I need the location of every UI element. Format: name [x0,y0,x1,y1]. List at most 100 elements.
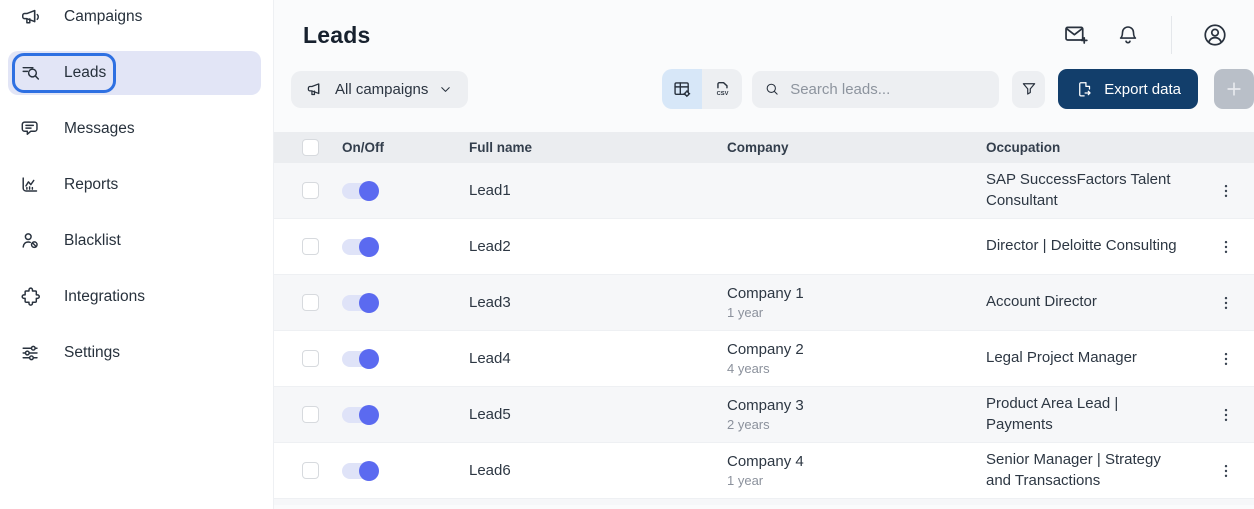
kebab-menu-icon [1224,184,1228,197]
table-view-button[interactable] [662,69,703,109]
search-icon [766,83,778,95]
lead-name: Lead2 [469,238,511,255]
sidebar-item-label: Messages [64,120,135,137]
table-body: Lead1 SAP SuccessFactors Talent Consulta… [274,163,1254,499]
sidebar-item-label: Integrations [64,288,145,305]
row-checkbox[interactable] [302,462,319,479]
sidebar-item-reports[interactable]: Reports [8,163,261,207]
mail-plus-icon[interactable] [1063,22,1089,48]
sidebar-item-label: Blacklist [64,232,121,249]
search-input[interactable] [790,80,988,98]
export-data-button[interactable]: Export data [1058,69,1198,109]
puzzle-icon [20,286,42,308]
lead-occupation: SAP SuccessFactors Talent Consultant [986,171,1171,209]
csv-view-button[interactable]: CSV [702,69,743,109]
toggle-knob [359,292,379,313]
row-menu-button[interactable] [1198,406,1254,424]
table-row[interactable]: Lead1 SAP SuccessFactors Talent Consulta… [274,163,1254,219]
row-checkbox[interactable] [302,182,319,199]
row-menu-button[interactable] [1198,238,1254,256]
select-all-checkbox[interactable] [302,139,319,156]
lead-on-off-toggle[interactable] [342,404,379,425]
lead-occupation: Legal Project Manager [986,349,1137,367]
table-row[interactable]: Lead5 Company 3 2 years Product Area Lea… [274,387,1254,443]
kebab-menu-icon [1224,240,1228,253]
row-menu-button[interactable] [1198,182,1254,200]
row-menu-button[interactable] [1198,462,1254,480]
sidebar-item-leads[interactable]: Leads [8,51,261,95]
lead-on-off-toggle[interactable] [342,460,379,481]
filter-button[interactable] [1012,70,1046,108]
column-header-occupation: Occupation [986,140,1061,155]
table-header: On/Off Full name Company Occupation [274,132,1254,163]
topbar-divider [1171,16,1172,54]
table-row[interactable]: Lead6 Company 4 1 year Senior Manager | … [274,443,1254,499]
search-bar [752,70,1000,108]
table-row[interactable]: Lead2 Director | Deloitte Consulting [274,219,1254,275]
sidebar-item-campaigns[interactable]: Campaigns [8,0,261,39]
toggle-knob [359,460,379,481]
leads-table: On/Off Full name Company Occupation Lead… [274,132,1254,509]
kebab-menu-icon [1224,408,1228,421]
sidebar-item-label: Leads [64,64,107,81]
table-row[interactable]: Lead3 Company 1 1 year Account Director [274,275,1254,331]
sidebar-item-messages[interactable]: Messages [8,107,261,151]
csv-file-icon: CSV [716,81,728,97]
row-checkbox[interactable] [302,350,319,367]
lead-occupation: Director | Deloitte Consulting [986,237,1177,255]
row-checkbox[interactable] [302,238,319,255]
lead-occupation: Account Director [986,293,1097,311]
kebab-menu-icon [1224,464,1228,477]
lead-on-off-toggle[interactable] [342,236,379,257]
row-menu-button[interactable] [1198,294,1254,312]
kebab-menu-icon [1224,352,1228,365]
company-name: Company 1 [727,285,804,302]
lead-name: Lead4 [469,350,511,367]
column-header-company: Company [727,140,789,155]
sidebar-item-label: Campaigns [64,8,143,25]
toggle-knob [359,236,379,257]
lead-occupation: Product Area Lead | Payments [986,395,1119,433]
row-checkbox[interactable] [302,294,319,311]
plus-icon [1227,82,1241,96]
sidebar-item-integrations[interactable]: Integrations [8,275,261,319]
lead-name: Lead3 [469,294,511,311]
lead-search-icon [20,62,42,84]
table-row-partial [274,499,1254,505]
topbar: Leads [274,0,1254,56]
user-block-icon [20,230,42,252]
toggle-knob [359,180,379,201]
company-name: Company 3 [727,397,804,414]
sidebar-item-blacklist[interactable]: Blacklist [8,219,261,263]
account-icon[interactable] [1202,22,1228,48]
company-tenure: 1 year [727,305,764,320]
svg-text:CSV: CSV [716,91,728,97]
row-checkbox[interactable] [302,406,319,423]
chart-icon [20,174,42,196]
add-button[interactable] [1214,69,1254,109]
table-row[interactable]: Lead4 Company 2 4 years Legal Project Ma… [274,331,1254,387]
row-menu-button[interactable] [1198,350,1254,368]
company-tenure: 1 year [727,473,764,488]
lead-on-off-toggle[interactable] [342,180,379,201]
sidebar: Campaigns Leads Messages Reports [0,0,274,509]
campaign-filter-label: All campaigns [335,80,429,98]
lead-name: Lead6 [469,462,511,479]
lead-on-off-toggle[interactable] [342,292,379,313]
bell-icon[interactable] [1115,22,1141,48]
campaign-filter-dropdown[interactable]: All campaigns [291,70,469,108]
lead-occupation: Senior Manager | Strategy and Transactio… [986,451,1161,489]
megaphone-icon [307,82,320,95]
sidebar-item-settings[interactable]: Settings [8,331,261,375]
kebab-menu-icon [1224,296,1228,309]
lead-name: Lead1 [469,182,511,199]
chevron-down-icon [441,86,451,92]
column-header-onoff: On/Off [342,140,384,155]
sliders-icon [20,342,42,364]
view-toggle-group: CSV [662,69,743,109]
funnel-icon [1022,83,1036,95]
lead-on-off-toggle[interactable] [342,348,379,369]
table-settings-icon [674,81,691,97]
company-tenure: 2 years [727,417,770,432]
